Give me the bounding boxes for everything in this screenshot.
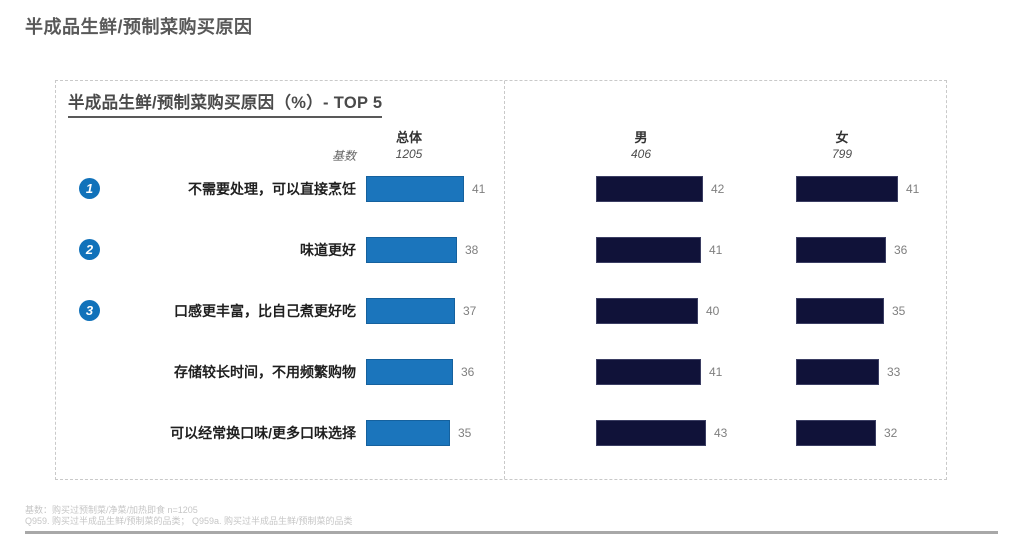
column-header-male: 男 bbox=[634, 130, 648, 145]
chart-row: 2 味道更好 38 41 36 bbox=[56, 237, 946, 263]
category-label: 可以经常换口味/更多口味选择 bbox=[170, 425, 356, 441]
bar-male bbox=[596, 176, 703, 202]
panel-divider bbox=[504, 81, 505, 479]
chart-title: 半成品生鲜/预制菜购买原因（%）- TOP 5 bbox=[68, 89, 383, 118]
page-title: 半成品生鲜/预制菜购买原因 bbox=[25, 17, 253, 37]
bar-female bbox=[796, 176, 898, 202]
chart-row: 3 口感更丰富，比自己煮更好吃 37 40 35 bbox=[56, 298, 946, 324]
bar-female bbox=[796, 237, 886, 263]
footnote-question: Q959. 购买过半成品生鲜/预制菜的品类； Q959a. 购买过半成品生鲜/预… bbox=[25, 516, 353, 526]
bar-total bbox=[366, 176, 464, 202]
base-row-label: 基数 bbox=[331, 149, 356, 163]
rank-badge: 2 bbox=[79, 239, 100, 260]
bar-value-total: 37 bbox=[463, 304, 477, 318]
bar-value-female: 32 bbox=[884, 426, 898, 440]
bar-value-male: 41 bbox=[709, 243, 723, 257]
bar-male bbox=[596, 237, 701, 263]
bar-total bbox=[366, 420, 450, 446]
bar-value-female: 35 bbox=[892, 304, 906, 318]
base-female: 799 bbox=[831, 147, 853, 161]
bar-value-female: 41 bbox=[906, 182, 920, 196]
column-header-female: 女 bbox=[835, 130, 849, 145]
chart-row: 存储较长时间，不用频繁购物 36 41 33 bbox=[56, 359, 946, 385]
bar-value-male: 41 bbox=[709, 365, 723, 379]
bottom-divider bbox=[25, 531, 998, 534]
category-label: 不需要处理，可以直接烹饪 bbox=[188, 181, 356, 197]
category-label: 口感更丰富，比自己煮更好吃 bbox=[174, 303, 356, 319]
footnote-base: 基数：购买过预制菜/净菜/加热即食 n=1205 bbox=[25, 505, 198, 515]
bar-male bbox=[596, 298, 698, 324]
bar-female bbox=[796, 359, 879, 385]
rank-badge: 1 bbox=[79, 178, 100, 199]
bar-value-total: 36 bbox=[461, 365, 475, 379]
bar-value-male: 42 bbox=[711, 182, 725, 196]
category-label: 味道更好 bbox=[300, 242, 356, 258]
bar-female bbox=[796, 420, 876, 446]
bar-total bbox=[366, 237, 457, 263]
column-header-total: 总体 bbox=[395, 130, 422, 145]
bar-total bbox=[366, 359, 453, 385]
rank-badge: 3 bbox=[79, 300, 100, 321]
bar-value-female: 36 bbox=[894, 243, 908, 257]
bar-male bbox=[596, 359, 701, 385]
bar-female bbox=[796, 298, 884, 324]
category-label: 存储较长时间，不用频繁购物 bbox=[174, 364, 356, 380]
chart-panel: 半成品生鲜/预制菜购买原因（%）- TOP 5 总体 男 女 基数 1205 4… bbox=[55, 80, 947, 480]
chart-row: 可以经常换口味/更多口味选择 35 43 32 bbox=[56, 420, 946, 446]
chart-row: 1 不需要处理，可以直接烹饪 41 42 41 bbox=[56, 176, 946, 202]
bar-value-female: 33 bbox=[887, 365, 901, 379]
bar-value-male: 40 bbox=[706, 304, 720, 318]
bar-male bbox=[596, 420, 706, 446]
bar-value-total: 35 bbox=[458, 426, 472, 440]
bar-value-total: 38 bbox=[465, 243, 479, 257]
base-total: 1205 bbox=[395, 147, 423, 161]
bar-total bbox=[366, 298, 455, 324]
bar-value-male: 43 bbox=[714, 426, 728, 440]
bar-value-total: 41 bbox=[472, 182, 486, 196]
base-male: 406 bbox=[630, 147, 652, 161]
